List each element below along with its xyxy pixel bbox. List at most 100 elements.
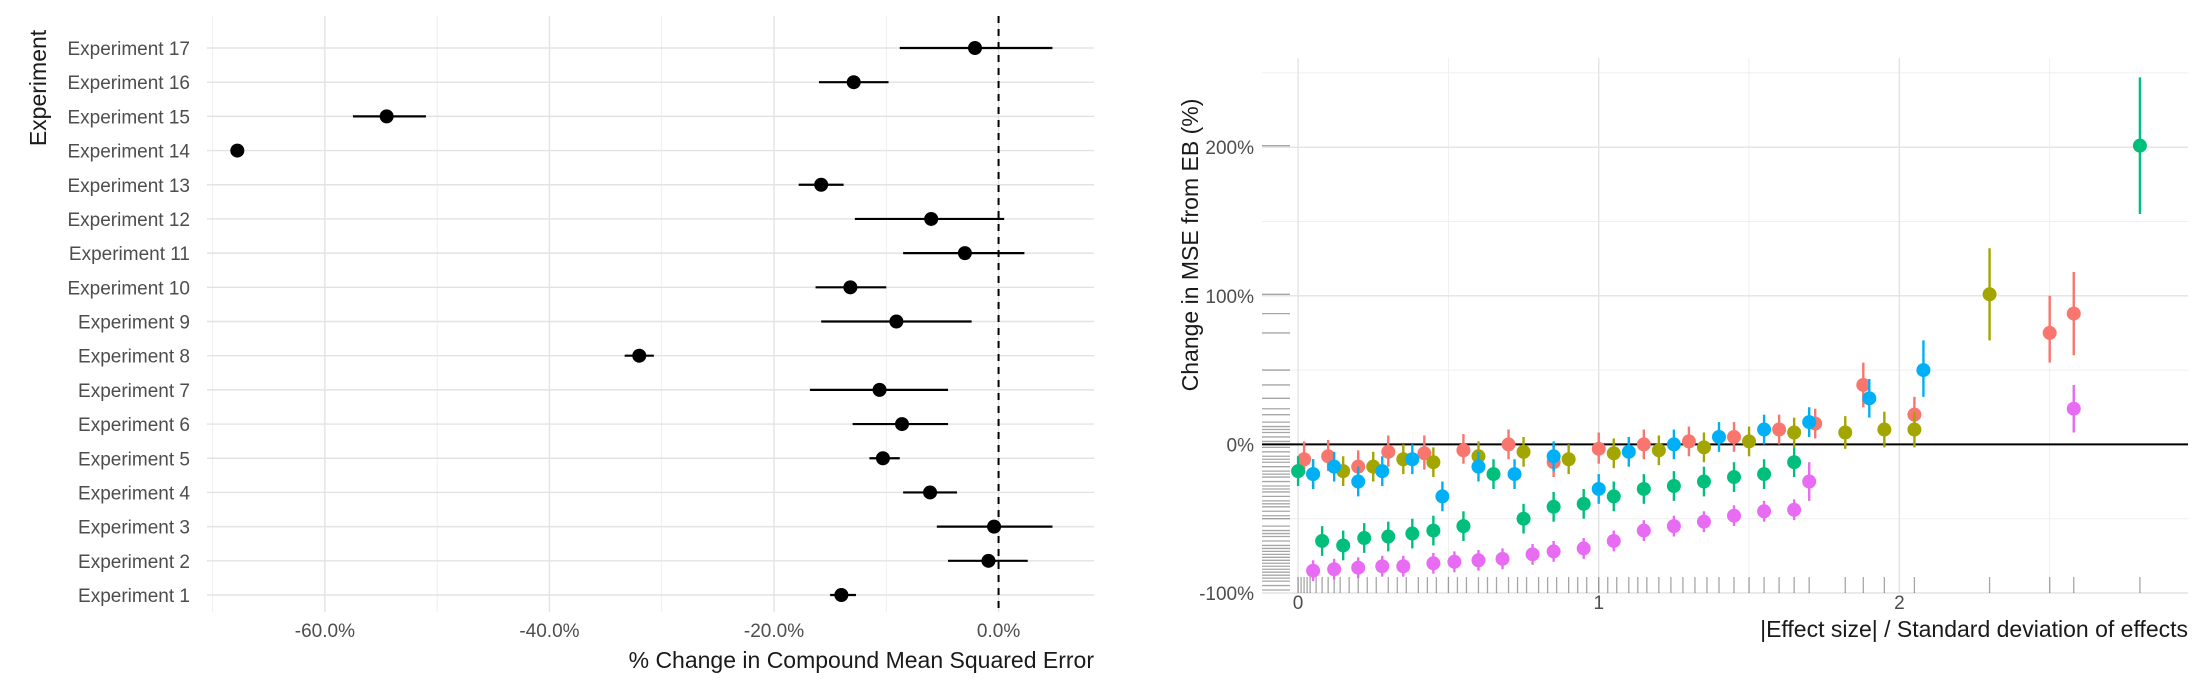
data-point bbox=[1802, 415, 1817, 430]
data-point bbox=[1351, 560, 1366, 575]
y-tick-label: Experiment 15 bbox=[67, 107, 190, 128]
estimate-point bbox=[987, 519, 1002, 534]
data-point bbox=[1757, 504, 1772, 519]
y-tick-label: Experiment 17 bbox=[67, 39, 190, 60]
data-point bbox=[1606, 446, 1621, 461]
data-point bbox=[1561, 452, 1576, 467]
y-tick-label: Experiment 6 bbox=[78, 415, 190, 436]
left-x-axis-title: % Change in Compound Mean Squared Error bbox=[629, 647, 1095, 673]
data-point bbox=[1507, 467, 1522, 482]
estimate-point bbox=[924, 211, 939, 226]
data-point bbox=[1315, 533, 1330, 548]
y-tick-label: Experiment 8 bbox=[78, 347, 190, 368]
data-point bbox=[1381, 529, 1396, 544]
data-point bbox=[1838, 425, 1853, 440]
right-x-axis-title: |Effect size| / Standard deviation of ef… bbox=[1760, 616, 2188, 642]
x-tick-label: 0 bbox=[1293, 593, 1304, 614]
y-tick-label: -100% bbox=[1199, 584, 1254, 605]
data-point bbox=[1321, 449, 1336, 464]
data-point bbox=[1426, 455, 1441, 470]
data-point bbox=[1591, 441, 1606, 456]
estimate-point bbox=[230, 143, 245, 158]
data-point bbox=[1636, 523, 1651, 538]
data-point bbox=[2132, 138, 2147, 153]
estimate-point bbox=[843, 280, 858, 295]
estimate-point bbox=[632, 348, 647, 363]
data-point bbox=[1916, 363, 1931, 378]
estimate-point bbox=[981, 553, 996, 568]
data-point bbox=[1787, 455, 1802, 470]
x-tick-label: -40.0% bbox=[519, 621, 579, 642]
data-point bbox=[1576, 541, 1591, 556]
y-tick-label: Experiment 7 bbox=[78, 381, 190, 402]
data-point bbox=[1862, 391, 1877, 406]
data-point bbox=[1787, 425, 1802, 440]
data-point bbox=[1426, 556, 1441, 571]
data-point bbox=[1696, 440, 1711, 455]
estimate-point bbox=[834, 588, 849, 602]
x-tick-label: -20.0% bbox=[744, 621, 804, 642]
data-point bbox=[1435, 489, 1450, 504]
data-point bbox=[1525, 547, 1540, 562]
series-group bbox=[1306, 340, 1931, 512]
data-point bbox=[1471, 553, 1486, 568]
data-point bbox=[1907, 422, 1922, 437]
estimate-point bbox=[875, 451, 890, 466]
right-scatter-plot: -100% 0% 100% 200% 0 1 2 bbox=[1199, 58, 2188, 614]
data-point bbox=[1426, 523, 1441, 538]
y-tick-label: Experiment 10 bbox=[67, 278, 190, 299]
estimate-point bbox=[895, 417, 910, 432]
y-tick-label: 100% bbox=[1205, 287, 1254, 308]
data-point bbox=[1877, 422, 1892, 437]
data-point bbox=[1405, 452, 1420, 467]
data-point bbox=[1727, 470, 1742, 485]
data-point bbox=[1757, 422, 1772, 437]
data-point bbox=[1396, 559, 1411, 574]
y-tick-label: 200% bbox=[1205, 138, 1254, 159]
data-point bbox=[1727, 429, 1742, 444]
y-tick-label: Experiment 9 bbox=[78, 313, 190, 334]
x-tick-label: -60.0% bbox=[295, 621, 355, 642]
data-point bbox=[2066, 306, 2081, 321]
data-point bbox=[1696, 474, 1711, 489]
y-tick-label: Experiment 1 bbox=[78, 586, 190, 607]
y-tick-label: Experiment 13 bbox=[67, 176, 190, 197]
data-point bbox=[1787, 502, 1802, 517]
y-tick-label: 0% bbox=[1227, 435, 1255, 456]
estimate-point bbox=[872, 382, 887, 397]
data-point bbox=[1606, 533, 1621, 548]
y-tick-label: Experiment 16 bbox=[67, 73, 190, 94]
data-point bbox=[1982, 287, 1997, 302]
data-point bbox=[1742, 434, 1757, 449]
left-y-axis-title: Experiment bbox=[25, 29, 51, 146]
data-point bbox=[1375, 559, 1390, 574]
estimate-point bbox=[967, 41, 982, 55]
data-point bbox=[1456, 443, 1471, 458]
data-point bbox=[1516, 511, 1531, 526]
series-group bbox=[1291, 77, 2147, 561]
data-point bbox=[1327, 459, 1342, 474]
data-point bbox=[1636, 481, 1651, 496]
right-y-axis-title: Change in MSE from EB (%) bbox=[1177, 99, 1203, 392]
data-point bbox=[1666, 519, 1681, 534]
data-point bbox=[1375, 464, 1390, 479]
data-point bbox=[1447, 554, 1462, 569]
data-point bbox=[1381, 444, 1396, 459]
data-point bbox=[1405, 526, 1420, 541]
data-point bbox=[1516, 444, 1531, 459]
data-point bbox=[1546, 449, 1561, 464]
x-tick-label: 2 bbox=[1894, 593, 1905, 614]
estimate-point bbox=[846, 75, 861, 90]
data-point bbox=[1576, 496, 1591, 511]
y-tick-label: Experiment 12 bbox=[67, 210, 190, 231]
data-point bbox=[1681, 434, 1696, 449]
y-tick-label: Experiment 4 bbox=[78, 483, 190, 504]
y-tick-label: Experiment 11 bbox=[69, 244, 190, 265]
data-point bbox=[2042, 325, 2057, 340]
data-point bbox=[1591, 481, 1606, 496]
data-point bbox=[1621, 444, 1636, 459]
series-group bbox=[1297, 272, 2081, 481]
data-point bbox=[1546, 544, 1561, 559]
data-point bbox=[1357, 531, 1372, 546]
